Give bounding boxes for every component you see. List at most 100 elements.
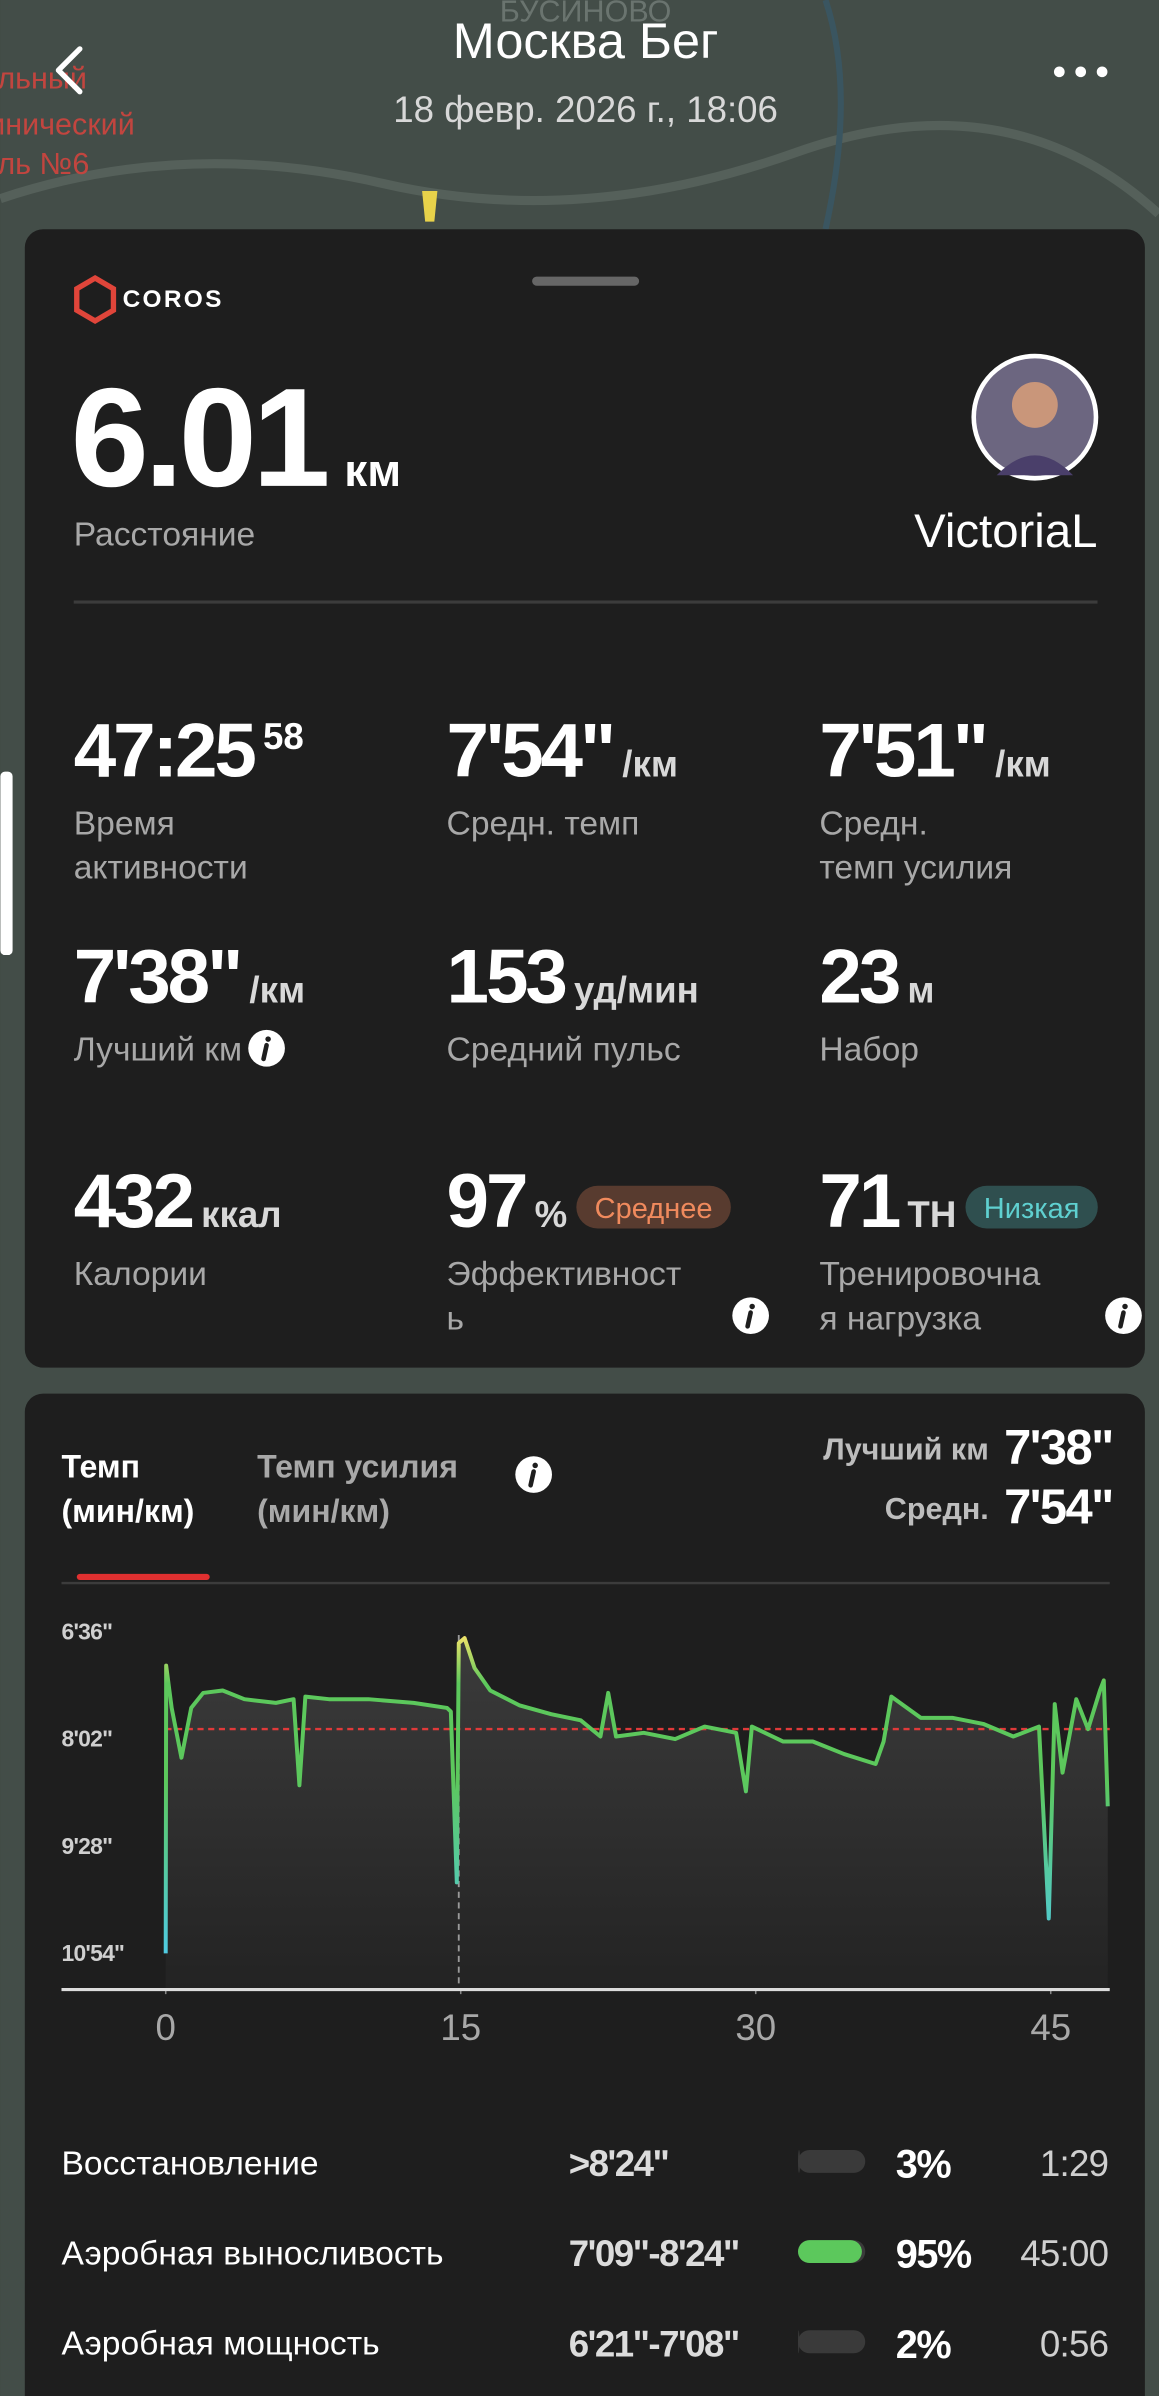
y-tick-label: 9'28" [61, 1833, 112, 1859]
map-label: инический [0, 107, 135, 141]
x-tick-label: 15 [440, 2007, 481, 2048]
zone-bar-track [798, 2330, 866, 2354]
stat-label: Калории [74, 1256, 207, 1293]
stat-badge [576, 1185, 731, 1229]
zone-percent: 3% [896, 2142, 952, 2186]
stat-value: 47:25 [74, 708, 256, 793]
more-button[interactable] [1053, 66, 1108, 78]
back-button[interactable] [55, 46, 83, 95]
zone-range: 7'09"-8'24" [569, 2233, 739, 2274]
map-pin [422, 191, 438, 222]
stat-label: я нагрузка [819, 1300, 981, 1337]
zone-time: 45:00 [1020, 2233, 1108, 2274]
x-tick-label: 30 [735, 2007, 776, 2048]
stat-unit: /км [249, 969, 305, 1010]
y-tick-label: 8'02" [61, 1726, 112, 1752]
zone-name: Восстановление [61, 2145, 318, 2182]
stat-value: 153 [447, 934, 566, 1019]
stat-unit: % [535, 1194, 568, 1235]
pace-line [163, 1636, 1110, 1954]
summary-value: 7'54" [1004, 1480, 1113, 1534]
stat-badge-label: Среднее [595, 1193, 713, 1225]
stat-sup: 58 [263, 716, 304, 757]
info-icon-stem [261, 1042, 269, 1062]
info-icon-dot [265, 1036, 271, 1042]
info-icon-dot [749, 1303, 755, 1310]
pace-area [165, 1638, 1108, 1990]
info-icon-dot [532, 1462, 538, 1469]
tab-label[interactable]: Темп усилия [257, 1449, 458, 1485]
stat-value: 23 [819, 934, 898, 1019]
stat-unit: /км [995, 743, 1051, 784]
title: Москва Бег [453, 12, 719, 69]
info-icon-stem [528, 1469, 536, 1488]
map-label: льный [0, 62, 87, 96]
map-river [822, 0, 844, 230]
stat-value: 432 [74, 1159, 193, 1244]
zone-time: 1:29 [1040, 2143, 1108, 2184]
stat-badge [965, 1185, 1098, 1229]
stat-value: 71 [819, 1159, 899, 1244]
tab-label[interactable]: (мин/км) [61, 1493, 194, 1529]
map-label: БУСИНОВО [500, 0, 672, 28]
map-label: ль №6 [0, 147, 89, 181]
y-tick-label: 6'36" [61, 1619, 112, 1645]
tab-indicator [76, 1573, 210, 1581]
stat-badge-label: Низкая [984, 1193, 1080, 1225]
tab-label[interactable]: Темп [61, 1449, 140, 1485]
stat-label: темп усилия [819, 850, 1012, 887]
stat-label: Время [74, 805, 175, 842]
stat-unit: ТН [907, 1194, 956, 1235]
zone-percent: 95% [896, 2233, 972, 2277]
stat-unit: м [907, 969, 934, 1010]
stat-label: Средний пульс [447, 1031, 681, 1068]
distance-value: 6.01 [71, 359, 328, 516]
distance-label: Расстояние [74, 517, 256, 554]
stat-label: ь [447, 1300, 465, 1337]
avatar-body [996, 455, 1074, 476]
stat-label: Набор [819, 1031, 919, 1068]
x-tick-label: 45 [1030, 2007, 1071, 2048]
brand: COROS [123, 286, 224, 313]
zone-bar-track [798, 2149, 866, 2173]
x-tick-label: 0 [156, 2007, 176, 2048]
zone-range: 6'21"-7'08" [569, 2323, 739, 2364]
summary-label: Средн. [885, 1492, 989, 1526]
stat-unit: ккал [201, 1194, 281, 1235]
stat-label: Средн. [819, 805, 927, 842]
summary-value: 7'38" [1004, 1421, 1113, 1475]
zone-percent: 2% [896, 2323, 952, 2367]
summary-label: Лучший км [823, 1432, 989, 1466]
zone-bar [798, 2330, 800, 2354]
info-icon-stem [745, 1310, 753, 1329]
user-name: VictoriaL [914, 505, 1097, 558]
stat-value: 7'51" [819, 708, 986, 793]
brand-logo [74, 275, 117, 324]
zone-name: Аэробная мощность [61, 2326, 379, 2363]
summary-card [24, 229, 1145, 1368]
stat-unit: уд/мин [574, 969, 699, 1010]
stat-unit: /км [622, 743, 678, 784]
info-icon-dot [1122, 1303, 1128, 1310]
avatar-face [1011, 382, 1058, 428]
stat-label: Средн. темп [447, 805, 640, 842]
zone-bar [798, 2240, 862, 2264]
stat-label: Лучший км [74, 1031, 242, 1068]
zone-range: >8'24" [569, 2143, 668, 2184]
stat-label: Тренировочна [819, 1256, 1040, 1293]
map-road [0, 121, 1159, 218]
stat-value: 7'38" [74, 934, 241, 1019]
distance-unit: км [344, 445, 401, 496]
stat-value: 7'54" [447, 708, 614, 793]
y-tick-label: 10'54" [61, 1940, 124, 1966]
zone-bar [798, 2149, 801, 2173]
tab-label[interactable]: (мин/км) [257, 1493, 390, 1529]
subtitle: 18 февр. 2026 г., 18:06 [393, 89, 778, 130]
zone-name: Аэробная выносливость [61, 2236, 443, 2273]
map-edge [0, 771, 13, 956]
zone-time: 0:56 [1040, 2323, 1108, 2364]
stat-label: Эффективност [447, 1256, 682, 1293]
grabber[interactable] [532, 276, 640, 286]
